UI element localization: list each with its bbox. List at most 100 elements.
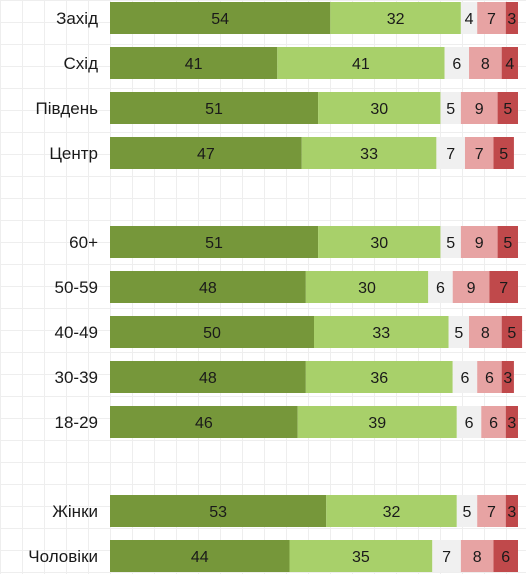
bar-segment <box>501 47 518 79</box>
bar-segment <box>110 137 302 169</box>
bar-segment <box>440 92 461 124</box>
bar-value-label: 7 <box>487 11 496 28</box>
bar-value-label: 35 <box>352 549 370 566</box>
bar-value-label: 46 <box>195 415 213 432</box>
bar-segment <box>501 361 514 393</box>
bar-value-label: 5 <box>503 101 512 118</box>
category-label: Чоловіки <box>28 547 98 566</box>
bar-value-label: 33 <box>360 146 378 163</box>
bar-segment <box>318 92 441 124</box>
bar-segment <box>460 540 494 572</box>
bar-value-label: 32 <box>387 11 405 28</box>
bar-value-label: 3 <box>507 11 516 28</box>
category-label: Південь <box>36 99 99 118</box>
category-label: Схід <box>64 54 99 73</box>
bar-value-label: 6 <box>501 549 510 566</box>
category-label: 18-29 <box>55 413 98 432</box>
bar-value-label: 32 <box>383 504 401 521</box>
bar-segment <box>110 316 314 348</box>
bar-segment <box>326 495 457 527</box>
bar-value-label: 48 <box>199 280 217 297</box>
bar-segment <box>469 316 502 348</box>
bar-value-label: 54 <box>211 11 229 28</box>
bar-value-label: 30 <box>370 235 388 252</box>
bar-segment <box>464 137 494 169</box>
bar-segment <box>460 2 478 34</box>
bar-value-label: 6 <box>485 370 494 387</box>
bar-value-label: 7 <box>442 549 451 566</box>
bar-segment <box>497 226 518 258</box>
category-label: Захід <box>56 9 98 28</box>
bar-segment <box>493 137 514 169</box>
bar-value-label: 5 <box>446 101 455 118</box>
bar-value-label: 3 <box>507 504 516 521</box>
category-label: 60+ <box>69 233 98 252</box>
bar-value-label: 5 <box>507 325 516 342</box>
bar-segment <box>110 495 327 527</box>
bar-value-label: 41 <box>352 56 370 73</box>
bar-value-label: 47 <box>197 146 215 163</box>
bar-value-label: 6 <box>461 370 470 387</box>
bar-value-label: 9 <box>475 235 484 252</box>
bar-segment <box>497 92 518 124</box>
bar-value-label: 5 <box>446 235 455 252</box>
bar-segment <box>110 406 298 438</box>
bar-value-label: 9 <box>475 101 484 118</box>
bar-segment <box>301 137 437 169</box>
bar-segment <box>289 540 433 572</box>
category-label: 30-39 <box>55 368 98 387</box>
bar-segment <box>110 271 306 303</box>
bar-segment <box>460 92 498 124</box>
bar-segment <box>456 406 482 438</box>
bar-segment <box>330 2 461 34</box>
bar-value-label: 50 <box>203 325 221 342</box>
bar-segment <box>297 406 457 438</box>
bar-segment <box>318 226 441 258</box>
bar-segment <box>110 92 319 124</box>
bar-value-label: 3 <box>507 415 516 432</box>
bar-value-label: 51 <box>205 101 223 118</box>
bar-segment <box>110 540 290 572</box>
bar-segment <box>452 271 490 303</box>
bar-value-label: 53 <box>209 504 227 521</box>
bar-segment <box>469 47 502 79</box>
bar-segment <box>110 47 278 79</box>
bar-value-label: 5 <box>503 235 512 252</box>
bar-value-label: 4 <box>505 56 514 73</box>
bar-value-label: 6 <box>436 280 445 297</box>
bar-segment <box>110 361 306 393</box>
bar-segment <box>477 361 502 393</box>
bar-value-label: 33 <box>372 325 390 342</box>
bar-segment <box>489 271 518 303</box>
bar-value-label: 36 <box>370 370 388 387</box>
bar-segment <box>110 2 331 34</box>
bar-value-label: 7 <box>446 146 455 163</box>
bar-value-label: 5 <box>454 325 463 342</box>
bar-segment <box>277 47 445 79</box>
bar-value-label: 5 <box>463 504 472 521</box>
bar-value-label: 8 <box>481 325 490 342</box>
bar-segment <box>305 271 429 303</box>
bar-segment <box>505 2 518 34</box>
bar-segment <box>505 406 518 438</box>
bar-value-label: 5 <box>499 146 508 163</box>
bar-value-label: 30 <box>358 280 376 297</box>
bar-segment <box>481 406 506 438</box>
bar-segment <box>444 47 470 79</box>
bar-value-label: 3 <box>503 370 512 387</box>
bar-segment <box>460 226 498 258</box>
bar-segment <box>493 540 518 572</box>
bar-segment <box>505 495 518 527</box>
bar-value-label: 7 <box>475 146 484 163</box>
bar-segment <box>440 226 461 258</box>
category-label: Центр <box>49 144 98 163</box>
bar-value-label: 51 <box>205 235 223 252</box>
bar-segment <box>452 361 478 393</box>
bar-value-label: 9 <box>467 280 476 297</box>
category-label: 50-59 <box>55 278 98 297</box>
bar-value-label: 7 <box>487 504 496 521</box>
bar-value-label: 4 <box>465 11 474 28</box>
bar-segment <box>428 271 453 303</box>
